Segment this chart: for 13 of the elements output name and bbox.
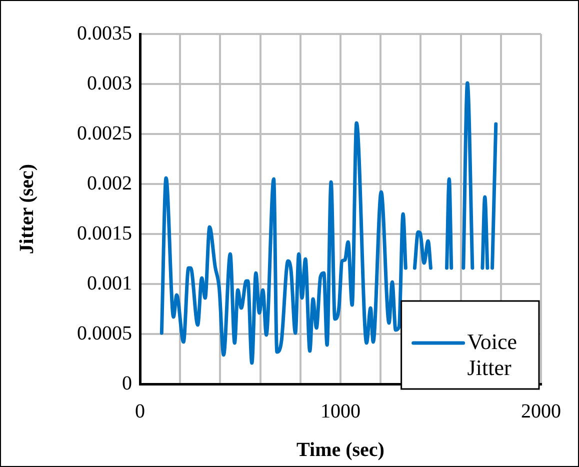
x-axis-title: Time (sec)	[296, 439, 384, 462]
y-tick-label: 0	[122, 372, 132, 394]
y-tick-label: 0.0025	[77, 122, 132, 144]
y-tick-label: 0.0035	[77, 22, 132, 44]
x-tick-label: 1000	[320, 400, 360, 422]
y-tick-label: 0.001	[87, 272, 132, 294]
y-tick-label: 0.002	[87, 172, 132, 194]
y-axis-title: Jitter (sec)	[16, 164, 38, 254]
y-tick-label: 0.003	[87, 72, 132, 94]
y-tick-label: 0.0005	[77, 322, 132, 344]
legend-label: Voice Jitter	[467, 328, 518, 380]
y-tick-label: 0.0015	[77, 222, 132, 244]
x-tick-label: 2000	[521, 400, 561, 422]
